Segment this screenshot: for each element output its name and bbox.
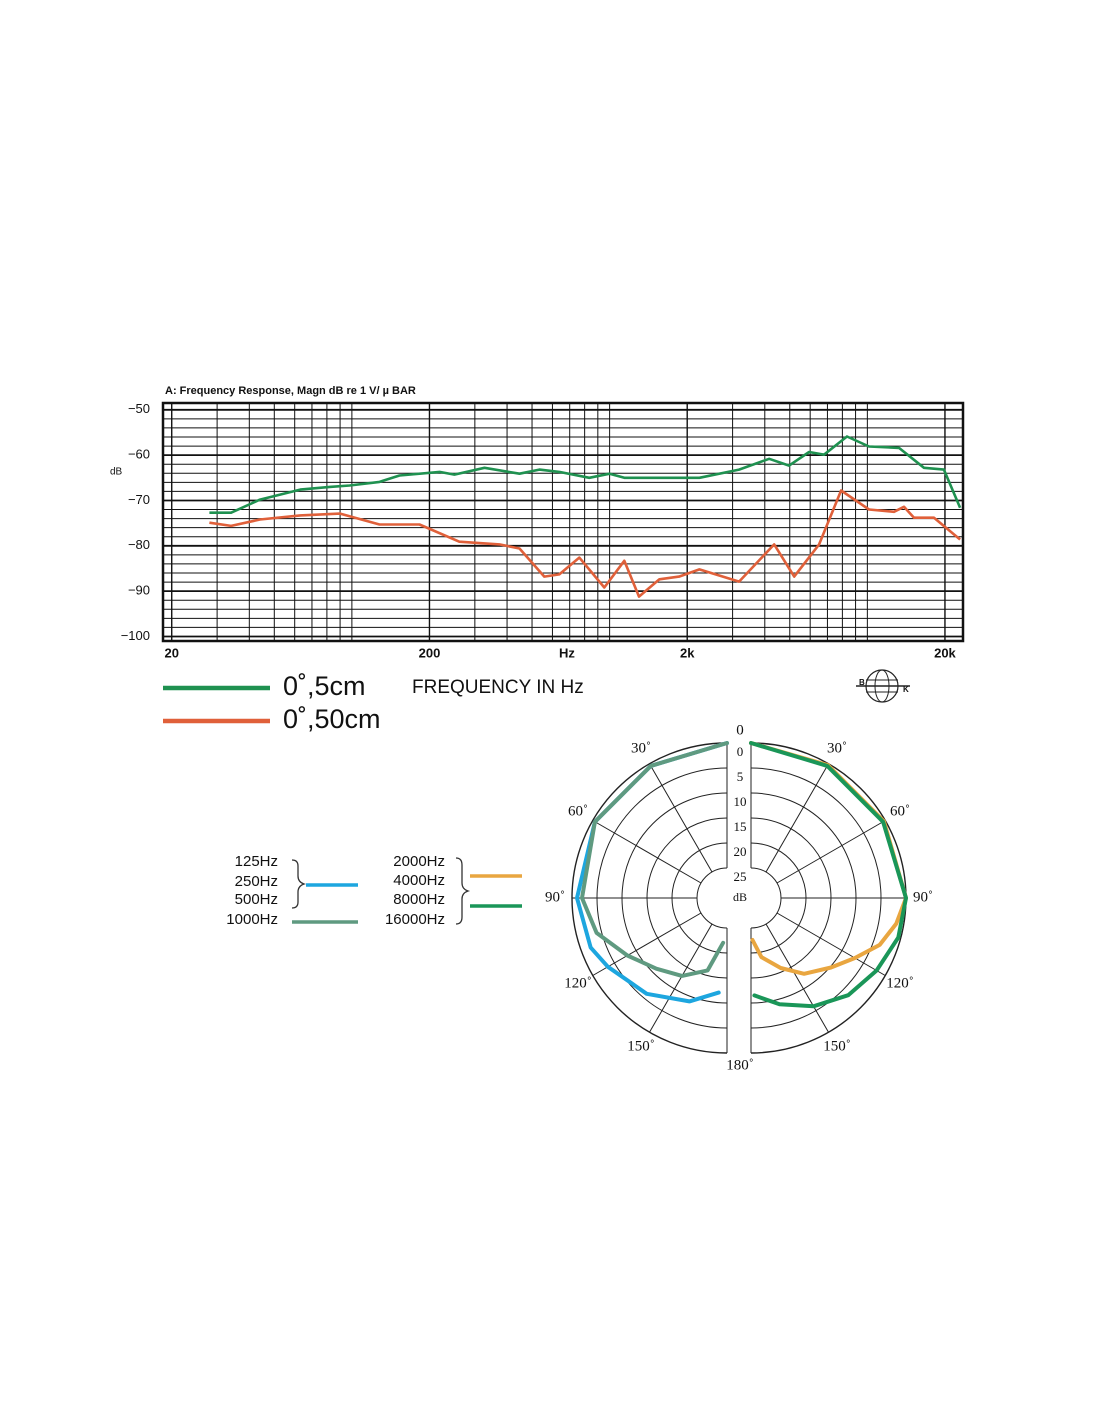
theta-tick-label: 30˚	[631, 740, 651, 756]
legend-label: 0˚,50cm	[283, 704, 381, 734]
series-line	[209, 435, 962, 514]
theta-tick-label: 120˚	[886, 975, 914, 991]
legend-brace	[455, 857, 471, 925]
legend-label: 4000Hz	[393, 872, 445, 889]
x-tick-label: 200	[419, 645, 441, 660]
r-tick-label: 15	[734, 819, 747, 834]
theta-tick-label: 60˚	[568, 803, 588, 819]
polar-spoke	[776, 820, 886, 884]
x-axis-title: FREQUENCY IN Hz	[412, 677, 584, 698]
chart-title: A: Frequency Response, Magn dB re 1 V/ µ…	[165, 385, 416, 397]
logo-letter: K	[903, 685, 909, 694]
theta-tick-label: 150˚	[823, 1038, 851, 1054]
polar-spoke	[649, 763, 713, 873]
r-tick-label: 25	[734, 869, 747, 884]
legend-label: 1000Hz	[226, 911, 278, 928]
y-tick-label: −60	[128, 447, 150, 462]
legend-brace	[291, 859, 307, 909]
theta-tick-label: 0	[736, 722, 744, 738]
legend-label: 250Hz	[235, 873, 278, 890]
theta-tick-label: 30˚	[827, 740, 847, 756]
theta-tick-label: 90˚	[545, 889, 565, 905]
x-axis-label: Hz	[559, 645, 575, 660]
legend-label: 8000Hz	[393, 891, 445, 908]
y-tick-label: −90	[128, 583, 150, 598]
legend-label: 500Hz	[235, 891, 278, 908]
polar-spoke	[765, 763, 829, 873]
theta-tick-label: 120˚	[564, 975, 592, 991]
legend-label: 125Hz	[235, 853, 278, 870]
legend-label: 16000Hz	[385, 911, 445, 928]
polar-curve	[749, 741, 908, 1009]
theta-tick-label: 60˚	[890, 803, 910, 819]
r-tick-label: 5	[737, 769, 744, 784]
y-tick-label: −80	[128, 537, 150, 552]
polar-ring	[696, 867, 728, 929]
series-line	[209, 489, 961, 598]
polar-spoke	[776, 912, 886, 976]
y-tick-label: −70	[128, 492, 150, 507]
r-tick-label: 20	[734, 844, 747, 859]
theta-tick-label: 90˚	[913, 889, 933, 905]
x-tick-label: 20	[164, 645, 178, 660]
plot-frame	[161, 401, 965, 643]
logo: B K	[856, 669, 910, 703]
r-tick-label: 0	[737, 744, 744, 759]
polar-curve	[580, 741, 729, 978]
y-axis-label: dB	[110, 467, 123, 478]
polar-spoke	[592, 912, 702, 976]
polar-spoke	[765, 923, 829, 1033]
logo-letter: B	[859, 678, 865, 687]
legend-label: 2000Hz	[393, 853, 445, 870]
polar-ring	[750, 867, 782, 929]
y-tick-label: −50	[128, 401, 150, 416]
polar-spoke	[649, 923, 713, 1033]
theta-tick-label: 150˚	[627, 1038, 655, 1054]
r-tick-label: 10	[734, 794, 747, 809]
x-tick-label: 20k	[934, 645, 956, 660]
polar-spoke	[592, 820, 702, 884]
y-tick-label: −100	[121, 628, 150, 643]
x-tick-label: 2k	[680, 645, 695, 660]
theta-tick-label: 180˚	[726, 1057, 754, 1073]
polar-r-label: dB	[733, 890, 747, 904]
legend-label: 0˚,5cm	[283, 671, 366, 701]
